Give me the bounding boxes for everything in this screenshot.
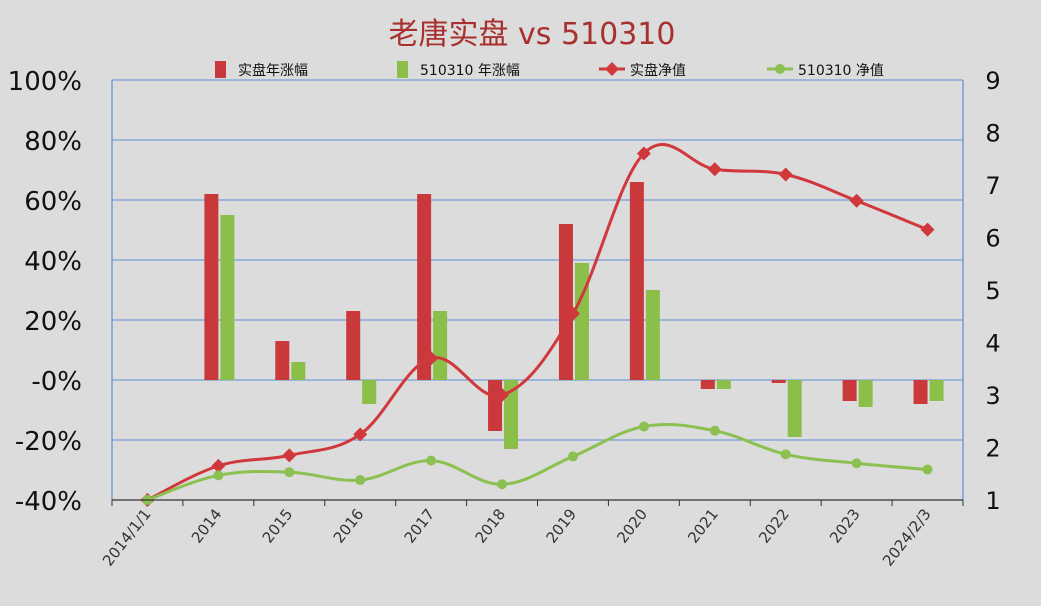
legend: 实盘年涨幅 510310 年涨幅 实盘净值 510310 净值: [215, 61, 884, 79]
y-right-tick-label: 9: [985, 67, 1000, 95]
x-tick-label: 2016: [330, 505, 368, 546]
y-right-tick-label: 4: [985, 330, 1000, 358]
line-shipan-nav: [146, 143, 929, 502]
point-510310-nav: [426, 455, 437, 466]
point-510310-nav: [284, 467, 295, 478]
gridlines: [112, 79, 963, 501]
point-shipan-nav: [282, 448, 297, 463]
y-left-tick-label: 40%: [24, 247, 82, 277]
y-right-tick-label: 7: [985, 172, 1000, 200]
y-right-tick-label: 2: [985, 435, 1000, 463]
bar-510310: [929, 380, 944, 401]
legend-label: 实盘年涨幅: [238, 62, 308, 79]
legend-label: 510310 净值: [798, 63, 884, 79]
bar-510310: [574, 263, 589, 380]
y-right-tick-label: 5: [985, 277, 1000, 305]
legend-marker: [775, 64, 785, 74]
lines: [140, 143, 935, 507]
bar-shipan: [913, 380, 928, 404]
legend-swatch: [397, 61, 408, 78]
point-shipan-nav: [565, 306, 580, 321]
x-tick-label: 2015: [259, 505, 297, 546]
x-tick-label: 2017: [401, 505, 439, 546]
point-shipan-nav: [707, 162, 722, 177]
point-510310-nav: [213, 470, 224, 481]
point-510310-nav: [355, 475, 366, 486]
bar-shipan: [558, 224, 573, 380]
legend-label: 510310 年涨幅: [420, 63, 520, 79]
x-tick-label: 2020: [613, 505, 651, 546]
bar-shipan: [346, 311, 361, 380]
bar-shipan: [771, 380, 786, 383]
bar-shipan: [700, 380, 715, 389]
bar-510310: [645, 290, 660, 380]
y-left-tick-label: -20%: [15, 427, 82, 457]
point-510310-nav: [497, 479, 508, 490]
x-tick-label: 2019: [542, 505, 580, 546]
y-left-tick-label: -40%: [15, 487, 82, 517]
x-tick-label: 2014/1/1: [99, 505, 155, 569]
point-shipan-nav: [495, 388, 510, 402]
point-shipan-nav: [920, 222, 935, 237]
y-right-tick-label: 6: [985, 225, 1000, 253]
bar-shipan: [629, 182, 644, 380]
point-shipan-nav: [424, 351, 439, 366]
bar-510310: [716, 380, 731, 389]
bar-510310: [787, 380, 802, 437]
y-left-tick-label: 20%: [24, 307, 82, 337]
bar-shipan: [842, 380, 857, 401]
y-right-tick-label: 3: [985, 382, 1000, 410]
x-tick-label: 2022: [755, 505, 793, 546]
bar-510310: [362, 380, 377, 404]
point-510310-nav: [851, 458, 862, 469]
point-510310-nav: [567, 451, 578, 462]
bar-510310: [433, 311, 448, 380]
bar-510310: [220, 215, 235, 380]
x-tick-label: 2018: [471, 505, 509, 546]
line-510310-nav: [146, 422, 928, 502]
y-left-tick-label: 100%: [8, 67, 82, 97]
point-510310-nav: [638, 421, 649, 432]
x-tick-label: 2014: [188, 505, 226, 546]
x-tick-label: 2023: [826, 505, 864, 546]
point-510310-nav: [922, 464, 933, 475]
y-left-tick-label: 60%: [24, 187, 82, 217]
legend-marker: [605, 62, 619, 76]
point-shipan-nav: [636, 146, 651, 161]
x-tick-label: 2024/2/3: [879, 505, 935, 569]
bar-510310: [858, 380, 873, 407]
y-left-tick-label: -0%: [31, 367, 82, 397]
bar-shipan: [417, 194, 432, 380]
legend-swatch: [215, 61, 226, 78]
y-left-tick-label: 80%: [24, 127, 82, 157]
y-right-tick-label: 1: [985, 487, 1000, 515]
bar-510310: [291, 362, 306, 380]
bar-510310: [504, 380, 519, 449]
bars: [204, 182, 944, 449]
bar-shipan: [488, 380, 503, 431]
point-shipan-nav: [211, 458, 226, 473]
bar-shipan: [204, 194, 219, 380]
point-shipan-nav: [849, 193, 864, 208]
point-510310-nav: [780, 449, 791, 460]
x-tick-label: 2021: [684, 505, 722, 546]
y-right-tick-label: 8: [985, 120, 1000, 148]
point-510310-nav: [709, 425, 720, 436]
legend-label: 实盘净值: [630, 62, 686, 79]
bar-shipan: [275, 341, 290, 380]
point-shipan-nav: [353, 427, 368, 442]
point-shipan-nav: [778, 167, 793, 182]
chart-title: 老唐实盘 vs 510310: [389, 17, 676, 52]
